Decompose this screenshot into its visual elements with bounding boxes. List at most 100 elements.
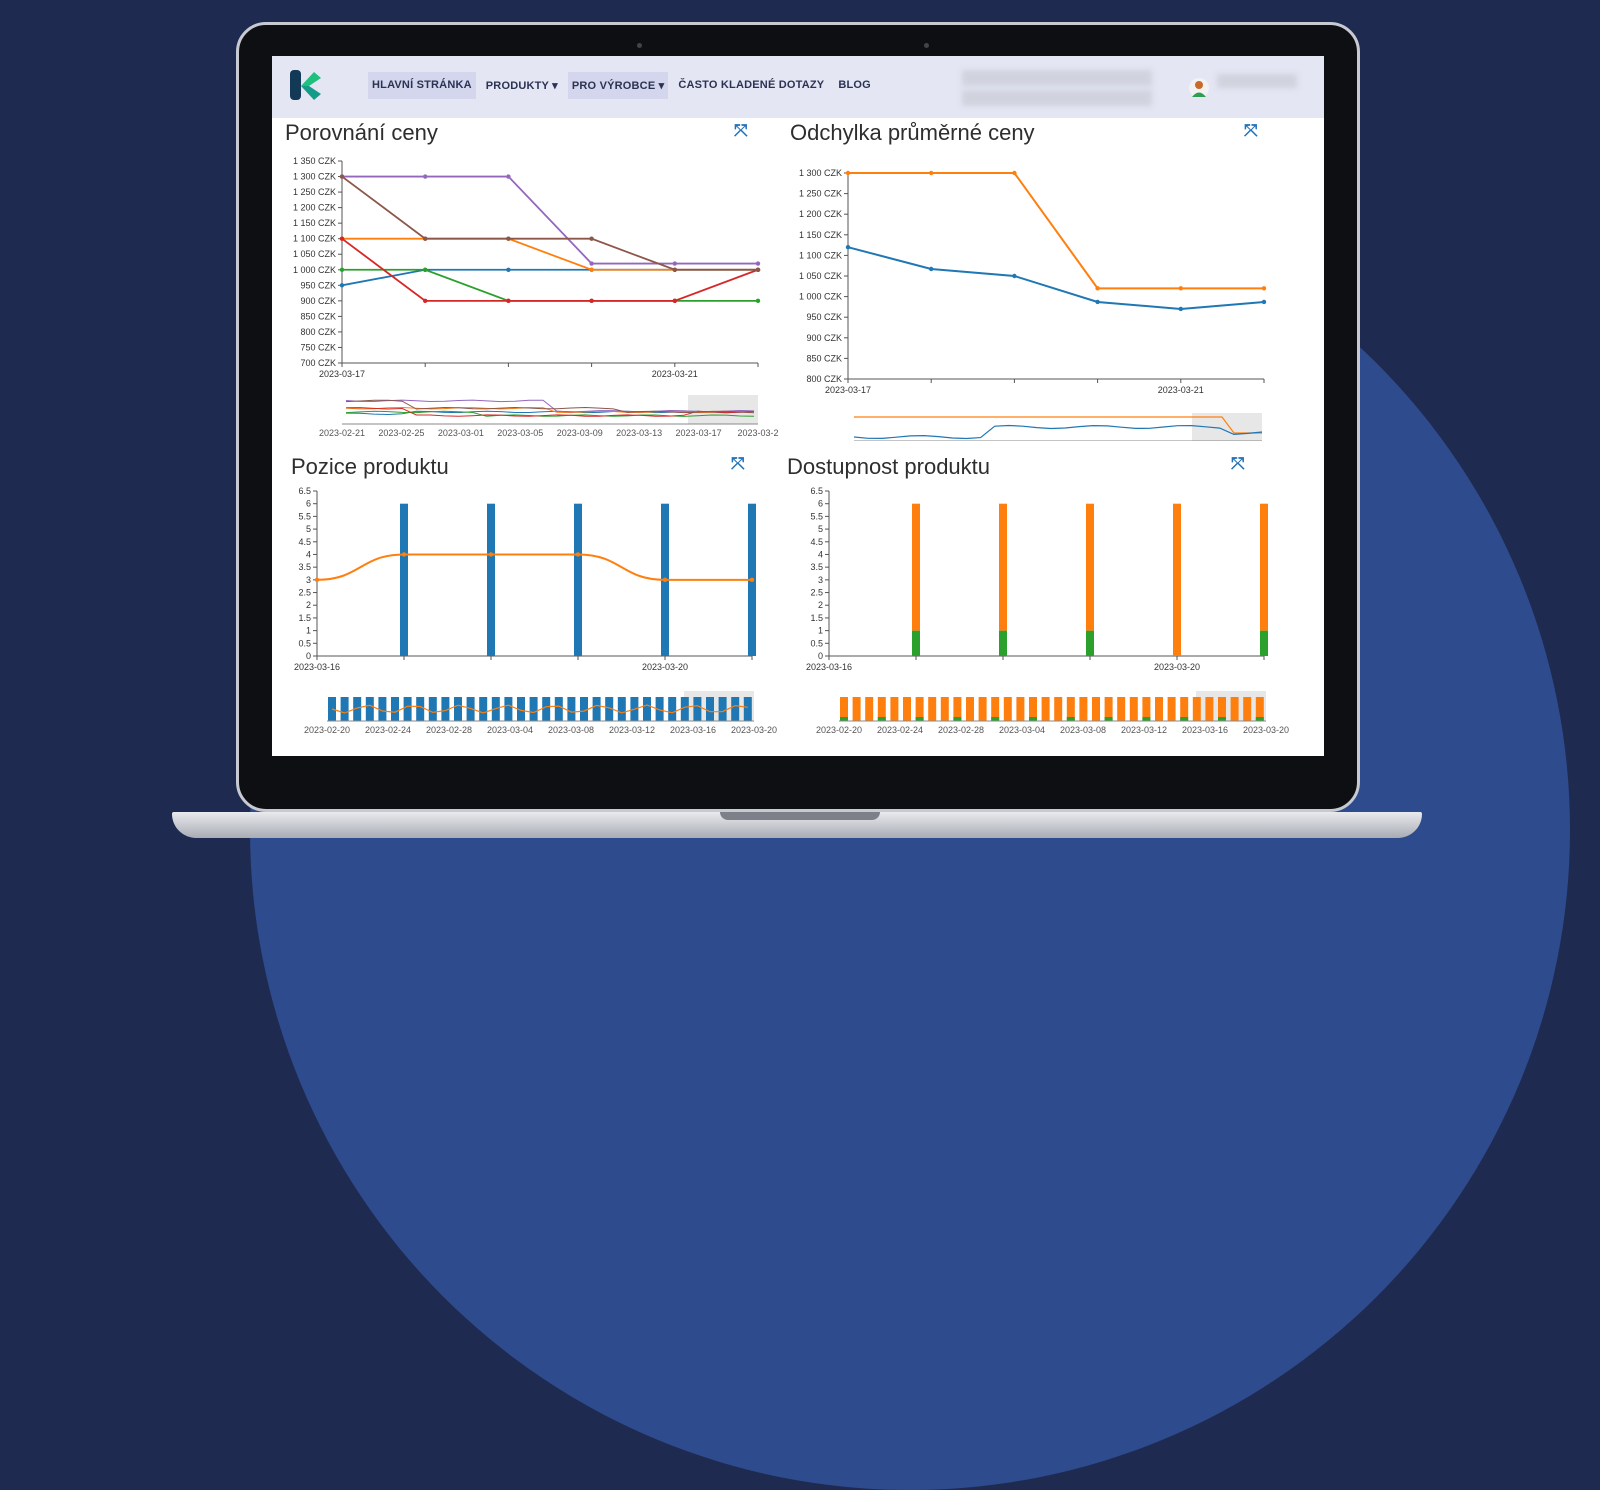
overview-bar <box>554 697 563 721</box>
overview-bar <box>978 697 987 721</box>
y-tick-label: 1 000 CZK <box>799 292 842 302</box>
overview-bar <box>1066 697 1075 721</box>
y-tick-label: 6.5 <box>810 486 823 496</box>
user-avatar-icon[interactable] <box>1189 78 1209 98</box>
bar <box>574 503 582 656</box>
overview-bar <box>1218 697 1226 721</box>
data-point <box>1261 286 1267 291</box>
overview-tick-label: 2023-03-08 <box>548 725 594 735</box>
overview-bar <box>966 697 974 721</box>
data-point <box>339 174 345 179</box>
data-point <box>589 298 594 304</box>
overview-bar <box>365 697 374 721</box>
overview-tick-label: 2023-02-25 <box>378 428 424 438</box>
data-point <box>755 267 761 272</box>
overview-bar <box>428 697 437 721</box>
overview-bar <box>1243 697 1252 721</box>
overview-bar <box>1104 717 1113 721</box>
data-point <box>845 244 851 250</box>
y-tick-label: 1 150 CZK <box>799 230 842 240</box>
overview-tick-label: 2023-03-12 <box>609 725 655 735</box>
y-tick-label: 850 CZK <box>300 311 336 321</box>
overview-tick-label: 2023-03-12 <box>1121 725 1167 735</box>
data-point <box>589 267 594 272</box>
data-point <box>845 170 851 176</box>
overview-bar <box>1041 697 1050 721</box>
bar-out-of-stock <box>912 503 920 631</box>
overview-bar <box>877 717 886 721</box>
overview-bar <box>1029 697 1037 721</box>
overview-bar <box>840 697 848 721</box>
bar-out-of-stock <box>1173 503 1181 656</box>
data-point <box>929 170 934 176</box>
data-point <box>589 236 594 241</box>
overview-tick-label: 2023-02-20 <box>816 725 862 735</box>
data-point <box>749 577 755 583</box>
y-tick-label: 3 <box>818 575 823 585</box>
app-screen: HLAVNÍ STRÁNKA PRODUKTY ▾ PRO VÝROBCE ▾ … <box>272 56 1324 756</box>
overview-tick-label: 2023-02-28 <box>426 725 472 735</box>
overview-bar <box>1016 697 1025 721</box>
overview-bar <box>1218 717 1226 721</box>
y-tick-label: 800 CZK <box>806 374 842 384</box>
x-tick-label: 2023-03-17 <box>825 385 871 395</box>
overview-bar <box>953 697 962 721</box>
overview-tick-label: 2023-03-16 <box>670 725 716 735</box>
overview-bar <box>915 717 924 721</box>
expand-arrows-icon[interactable]: ⤧ <box>731 454 745 473</box>
data-point <box>929 266 934 272</box>
overview-bar <box>1092 697 1100 721</box>
overview-bar <box>517 697 525 721</box>
nav-home[interactable]: HLAVNÍ STRÁNKA <box>368 72 476 99</box>
expand-arrows-icon[interactable]: ⤧ <box>1244 121 1258 140</box>
expand-arrows-icon[interactable]: ⤧ <box>1231 454 1245 473</box>
y-tick-label: 5.5 <box>298 511 311 521</box>
y-tick-label: 2 <box>306 600 311 610</box>
price-comparison-chart: 1 350 CZK 1 300 CZK 1 250 CZK 1 200 CZK 1 15… <box>293 156 779 438</box>
expand-arrows-icon[interactable]: ⤧ <box>734 121 748 140</box>
y-tick-label: 4 <box>818 549 823 559</box>
overview-bar <box>1142 697 1151 721</box>
data-point <box>506 174 511 179</box>
series-line <box>341 237 759 302</box>
overview-bar <box>718 697 727 721</box>
overview-bar <box>1054 697 1063 721</box>
overview-bar <box>1230 697 1239 721</box>
overview-bar <box>1205 697 1214 721</box>
y-tick-label: 6.5 <box>298 486 311 496</box>
data-point <box>1012 273 1017 279</box>
overview-tick-label: 2023-02-20 <box>304 725 350 735</box>
overview-tick-label: 2023-03-09 <box>557 428 603 438</box>
nav-faq[interactable]: ČASTO KLADENÉ DOTAZY <box>678 79 825 91</box>
overview-tick-label: 2023-03-13 <box>616 428 662 438</box>
x-tick-label: 2023-03-16 <box>294 662 340 672</box>
y-tick-label: 950 CZK <box>300 280 336 290</box>
nav-manufacturers-dropdown[interactable]: PRO VÝROBCE ▾ <box>567 72 669 99</box>
bar <box>400 503 408 656</box>
data-point <box>1095 299 1100 305</box>
bar-in-stock <box>1086 630 1094 656</box>
overview-bar <box>852 697 861 721</box>
data-point <box>314 577 320 583</box>
data-point <box>1012 170 1017 176</box>
y-tick-label: 1.5 <box>810 613 823 623</box>
pricekit-logo[interactable] <box>288 68 324 104</box>
y-tick-label: 1 000 CZK <box>293 265 336 275</box>
overview-selection <box>688 395 758 424</box>
nav-products-dropdown[interactable]: PRODUKTY ▾ <box>485 80 558 92</box>
overview-bar <box>441 697 450 721</box>
y-tick-label: 1 050 CZK <box>293 249 336 259</box>
y-tick-label: 2.5 <box>810 588 823 598</box>
y-tick-label: 4.5 <box>810 537 823 547</box>
y-tick-label: 1 250 CZK <box>799 189 842 199</box>
overview-bar <box>403 697 412 721</box>
overview-bar <box>416 697 425 721</box>
overview-bar <box>890 697 899 721</box>
nav-blog[interactable]: BLOG <box>838 79 871 91</box>
overview-bar <box>991 697 1000 721</box>
overview-bar <box>668 697 677 721</box>
blurred-username[interactable] <box>1217 74 1297 88</box>
laptop-notch <box>720 812 880 820</box>
